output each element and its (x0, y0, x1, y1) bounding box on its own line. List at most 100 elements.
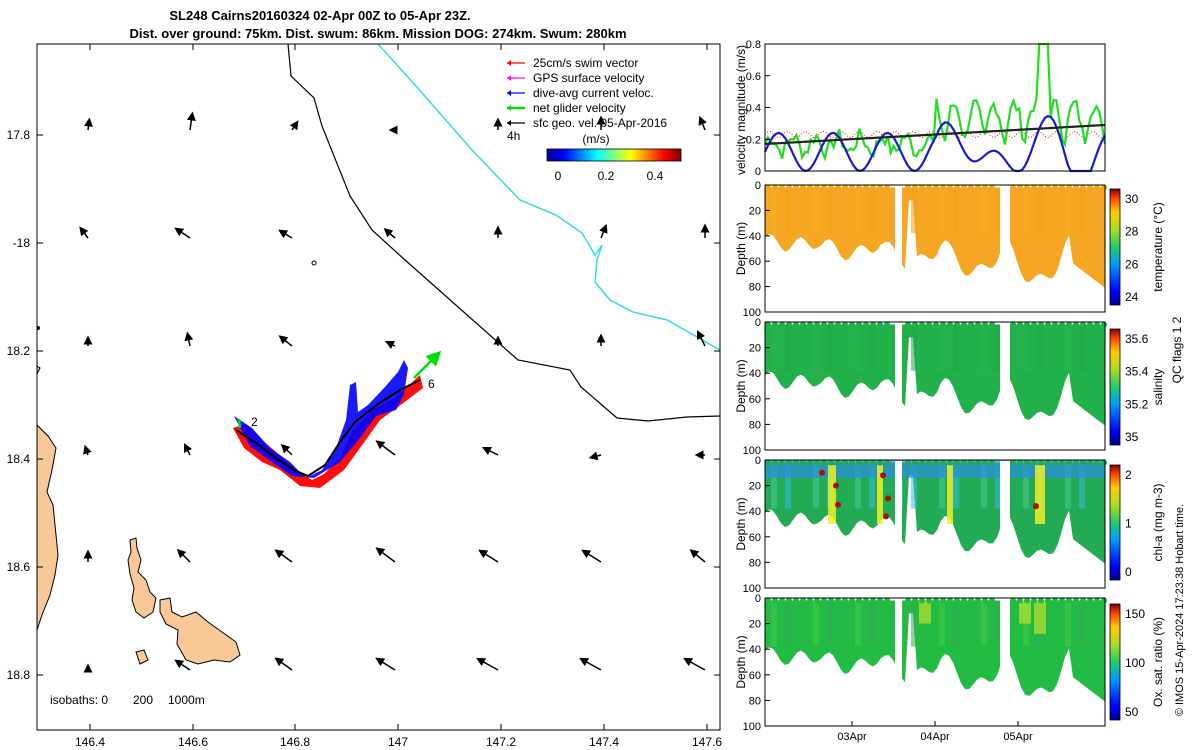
profile-surface-dot (1080, 597, 1086, 604)
profile-surface-dot (765, 184, 771, 191)
depth-tick-label: 40 (749, 506, 761, 518)
geo-velocity-arrow (186, 111, 196, 131)
time-tick-label: 03Apr (837, 731, 867, 743)
profile-surface-dot (1080, 459, 1086, 466)
profile-surface-dot (1031, 597, 1037, 604)
profile-surface-dot (1059, 321, 1065, 328)
track-label-end: 6 (428, 377, 435, 391)
geo-velocity-arrow (375, 657, 396, 671)
profile-surface-dot (800, 597, 806, 604)
profile-surface-dot (1094, 597, 1100, 604)
profile-ylabel: Depth (m) (734, 497, 748, 550)
profile-texture (827, 600, 833, 647)
profile-surface-dot (975, 321, 981, 328)
profile-surface-dot (1080, 184, 1086, 191)
colorbar-tick-label: 35.4 (1125, 365, 1149, 379)
time-axis: 03Apr 04Apr 05Apr (837, 721, 1033, 743)
profile-ylabel: Depth (m) (734, 222, 748, 275)
profile-surface-dot (1010, 184, 1016, 191)
profile-surface-dot (765, 459, 771, 466)
geo-velocity-arrow (599, 223, 608, 239)
depth-tick-label: 100 (743, 307, 761, 319)
velocity-ytick-label: 0.2 (746, 134, 761, 146)
profile-colorbar (1109, 603, 1121, 721)
profile-ylabel: Depth (m) (734, 635, 748, 688)
profile-surface-dot (779, 459, 785, 466)
profile-surface-dot (793, 459, 799, 466)
geo-velocity-arrow (478, 549, 499, 563)
profile-colorbar (1109, 464, 1121, 581)
map-ytick-label: 18.2 (7, 344, 31, 358)
profile-gap (895, 599, 902, 725)
geo-velocity-arrow (683, 657, 706, 671)
profile-texture (1051, 600, 1057, 647)
profile-texture (827, 324, 833, 371)
land-island-3 (135, 649, 149, 665)
profile-surface-dot (863, 321, 869, 328)
land-island-2 (159, 597, 241, 665)
profile-texture (967, 187, 973, 234)
profile-surface-dot (842, 321, 848, 328)
profile-surface-dot (835, 459, 841, 466)
land-islet-2 (37, 365, 41, 375)
profile-texture (841, 600, 847, 647)
geo-velocity-arrow (176, 548, 191, 563)
profile-surface-dot (1087, 459, 1093, 466)
profile-surface-dot (912, 184, 918, 191)
profile-surface-dot (856, 597, 862, 604)
depth-tick-label: 0 (755, 180, 761, 192)
depth-tick-label: 20 (749, 343, 761, 355)
isobath-200 (287, 44, 720, 422)
land-island-1 (127, 537, 157, 619)
profile-panel-chl-a: 0 20 40 60 80 100 Depth (m) 2 1 0 chl-a (mg m-3) (734, 455, 1165, 595)
profile-surface-dot (975, 184, 981, 191)
profile-texture (953, 324, 959, 371)
profile-surface-dot (940, 184, 946, 191)
depth-tick-label: 80 (749, 695, 761, 707)
profile-texture (799, 462, 805, 509)
depth-tick-label: 80 (749, 419, 761, 431)
profile-texture (771, 600, 777, 647)
profile-frame (764, 321, 1106, 451)
profile-surface-dot (1073, 184, 1079, 191)
profile-surface-dot (1045, 321, 1051, 328)
profile-surface-dot (807, 184, 813, 191)
colorbar-tick-label: 50 (1125, 705, 1139, 719)
profile-surface-dot (856, 459, 862, 466)
profile-surface-dot (814, 459, 820, 466)
profile-surface-dot (954, 459, 960, 466)
profile-surface-dot (800, 321, 806, 328)
colorbar-title: chl-a (mg m-3) (1151, 483, 1165, 561)
profile-surface-dot (982, 597, 988, 604)
profile-texture (799, 187, 805, 234)
profile-surface-dot (884, 321, 890, 328)
profile-gap (895, 186, 902, 311)
profile-surface-dot (940, 597, 946, 604)
profile-surface-dot (1038, 321, 1044, 328)
geo-velocity-arrow (83, 117, 93, 131)
depth-tick-label: 60 (749, 256, 761, 268)
geo-velocity-arrow (83, 444, 92, 456)
profile-surface-dot (954, 597, 960, 604)
depth-tick-label: 20 (749, 619, 761, 631)
chla-dot (883, 513, 889, 520)
profile-texture (981, 187, 987, 234)
profile-texture (1037, 324, 1043, 371)
profile-surface-dot (800, 459, 806, 466)
isobath-1000-label: 1000m (168, 693, 205, 707)
profile-surface-dot (856, 184, 862, 191)
geo-velocity-arrow (274, 549, 293, 563)
geo-velocity-arrow (289, 120, 299, 131)
profile-surface-dot (828, 184, 834, 191)
profile-surface-dot (954, 321, 960, 328)
profile-surface-dot (919, 459, 925, 466)
geo-velocity-arrow (278, 335, 293, 347)
geo-velocity-arrow (184, 331, 194, 347)
profile-texture (1023, 187, 1029, 234)
profile-surface-dot (1059, 597, 1065, 604)
profile-gap (1000, 323, 1010, 449)
profile-texture (1093, 324, 1099, 371)
geo-velocity-arrow (174, 227, 191, 239)
profile-surface-dot (828, 321, 834, 328)
